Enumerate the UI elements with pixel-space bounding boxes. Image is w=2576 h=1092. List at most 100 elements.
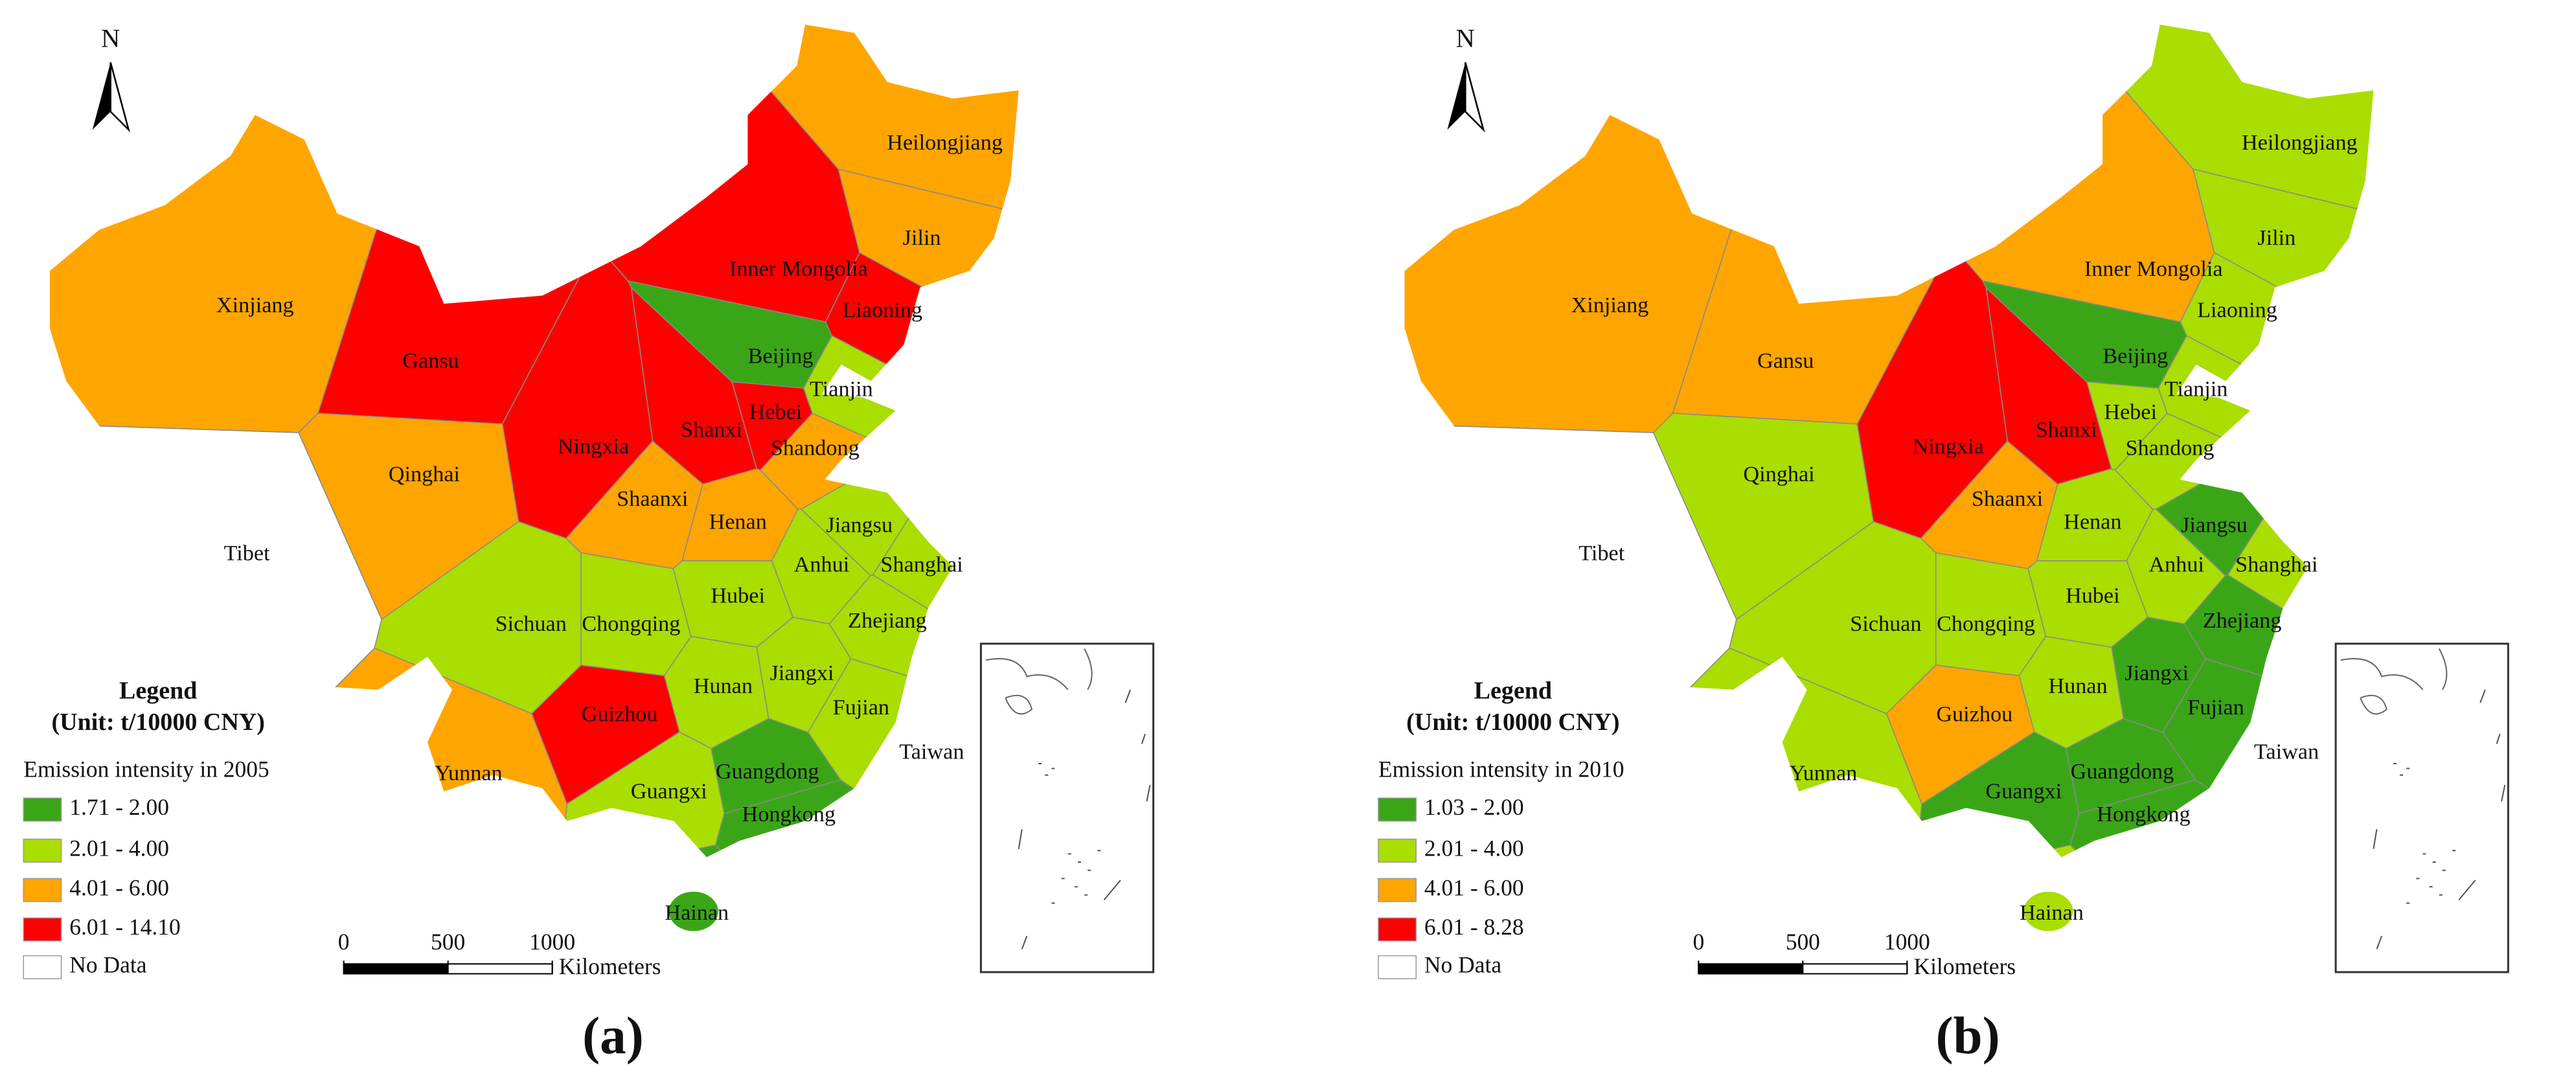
legend-swatch — [23, 955, 62, 979]
legend-label: 6.01 - 8.28 — [1424, 914, 1524, 940]
region-label: Gansu — [402, 349, 459, 373]
panel-label: (b) — [1936, 1007, 2000, 1065]
region-label: Fujian — [2187, 696, 2244, 720]
region-label: Qinghai — [1743, 462, 1814, 486]
region-label: Jilin — [2257, 226, 2296, 250]
inset-frame — [2334, 643, 2509, 973]
region-label: Inner Mongolia — [2084, 257, 2223, 281]
legend-swatch — [1378, 838, 1417, 863]
region — [454, 844, 919, 931]
region-label: Shaanxi — [1972, 487, 2043, 511]
region-label: Beijing — [748, 345, 814, 369]
region-label: Henan — [709, 510, 767, 534]
region-label: Heilongjiang — [2242, 131, 2358, 155]
legend-swatch — [23, 878, 62, 902]
region-label: Jiangxi — [770, 661, 834, 685]
legend-swatch — [1378, 878, 1417, 902]
legend-subtitle: Emission intensity in 2010 — [1378, 756, 1624, 782]
region-label: Shanxi — [681, 418, 742, 442]
scale-unit: Kilometers — [559, 953, 661, 979]
region-label: Taiwan — [899, 740, 964, 764]
region-label: Tianjin — [2165, 377, 2228, 401]
legend-label: No Data — [69, 951, 146, 977]
region-label: Guizhou — [1936, 702, 2012, 726]
region-label: Zhejiang — [848, 609, 927, 633]
region-label: Guangxi — [631, 779, 707, 803]
legend-unit: (Unit: t/10000 CNY) — [1406, 709, 1619, 736]
region-label: Hebei — [2104, 400, 2157, 424]
legend-label: 1.71 - 2.00 — [69, 794, 169, 820]
region-label: Fujian — [833, 696, 889, 720]
region-label: Guangxi — [1985, 779, 2062, 803]
legend-swatch — [23, 917, 62, 942]
north-arrow — [109, 62, 131, 133]
region-label: Hongkong — [742, 802, 836, 826]
inset-islands — [2373, 689, 2506, 950]
legend-label: 2.01 - 4.00 — [1424, 835, 1524, 861]
region-label: Sichuan — [1850, 612, 1921, 636]
north-label: N — [1456, 24, 1475, 53]
map — [49, 25, 1019, 931]
scale-label: 1000 — [529, 929, 575, 955]
region-label: Shandong — [2126, 437, 2215, 461]
region-label: Qinghai — [389, 462, 460, 486]
region-label: Shanghai — [880, 553, 963, 577]
region-label: Yunnan — [1790, 762, 1858, 786]
legend-swatch — [1378, 917, 1417, 942]
region-label: Guangdong — [716, 760, 819, 784]
region-label: Tibet — [224, 541, 271, 565]
inset-islands — [1018, 689, 1151, 950]
region-label: Yunnan — [435, 762, 503, 786]
inset-coast — [985, 648, 1093, 715]
region-label: Chongqing — [1937, 612, 2035, 636]
scale-label: 500 — [1786, 929, 1820, 955]
scale-label: 0 — [338, 929, 350, 955]
legend-label: 4.01 - 6.00 — [69, 874, 169, 900]
region — [2046, 25, 2374, 245]
legend-label: 6.01 - 14.10 — [69, 914, 180, 940]
region-label: Jilin — [903, 226, 941, 250]
region-label: Xinjiang — [1571, 293, 1649, 317]
region-label: Gansu — [1757, 349, 1814, 373]
region-label: Shanghai — [2235, 553, 2318, 577]
scale-label: 0 — [1693, 929, 1704, 955]
region-label: Beijing — [2103, 345, 2168, 369]
region-label: Hunan — [694, 674, 753, 698]
north-arrow — [92, 62, 111, 130]
legend-title: Legend — [119, 677, 197, 705]
region-label: Xinjiang — [216, 293, 294, 317]
scale-unit: Kilometers — [1913, 953, 2016, 979]
map — [1404, 25, 2374, 931]
region-label: Heilongjiang — [887, 131, 1003, 155]
region-label: Zhejiang — [2203, 609, 2282, 633]
legend-label: 1.03 - 2.00 — [1424, 794, 1524, 820]
north-label: N — [101, 24, 120, 53]
region-label: Guizhou — [582, 702, 658, 726]
region-label: Henan — [2064, 510, 2121, 534]
map-panel: Xinjiang Tibet Qinghai Gansu Inner Mongolia H… — [1378, 24, 2509, 1065]
region-label: Hongkong — [2097, 802, 2190, 826]
legend-label: 2.01 - 4.00 — [69, 835, 169, 861]
region-label: Hubei — [2066, 584, 2120, 608]
region-label: Inner Mongolia — [729, 257, 868, 281]
region-label: Jiangsu — [826, 514, 893, 538]
region-label: Hebei — [749, 400, 803, 424]
legend-swatch — [1378, 955, 1417, 979]
legend-swatch — [23, 797, 62, 822]
region — [1809, 844, 2274, 931]
region-label: Guangdong — [2071, 760, 2174, 784]
region-label: Anhui — [2149, 553, 2204, 577]
scale-label: 500 — [431, 929, 465, 955]
region-label: Sichuan — [496, 612, 567, 636]
region-label: Liaoning — [2197, 299, 2277, 323]
region-label: Tianjin — [810, 377, 873, 401]
region-label: Shanxi — [2036, 418, 2097, 442]
region-label: Ningxia — [558, 435, 629, 459]
region-label: Hubei — [711, 584, 765, 608]
region-label: Jiangsu — [2181, 514, 2248, 538]
region-label: Chongqing — [582, 612, 680, 636]
region-label: Anhui — [794, 553, 850, 577]
scale-bar — [1698, 964, 1803, 974]
region-label: Tibet — [1579, 541, 1625, 565]
